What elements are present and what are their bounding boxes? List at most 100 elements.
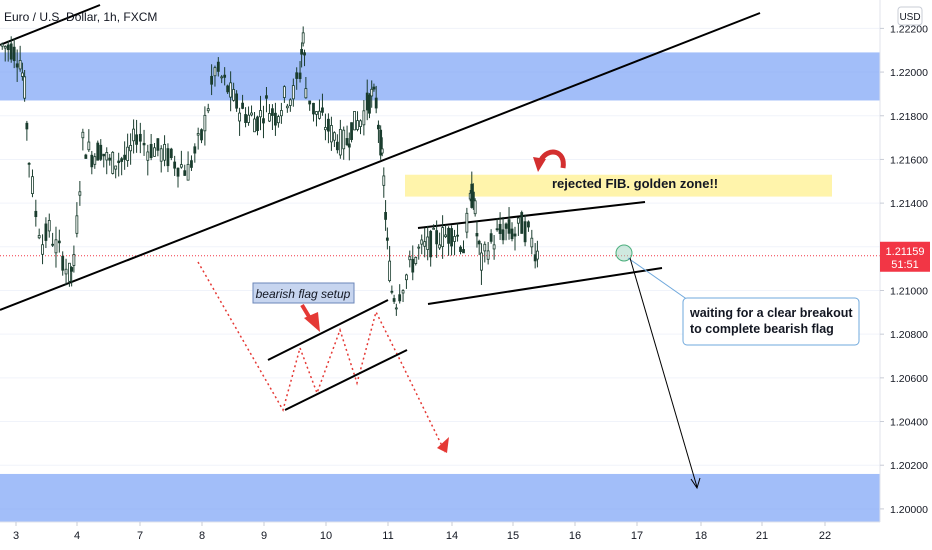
candle-body	[420, 239, 424, 245]
top-left-trendline	[0, 4, 101, 46]
candle-body	[72, 254, 76, 266]
candle-body	[533, 254, 537, 262]
candle-body	[120, 158, 124, 162]
candle-body	[271, 108, 274, 116]
candle-body	[388, 260, 392, 282]
candle-body	[444, 234, 447, 238]
price-tick-label: 1.20400	[890, 417, 928, 429]
time-tick-label: 22	[819, 530, 831, 542]
candle-body	[268, 113, 271, 122]
candle-body	[483, 243, 487, 252]
candle-body	[196, 133, 200, 136]
candle-body	[365, 92, 369, 111]
zones-layer	[0, 27, 880, 522]
bearish-flag-label-box	[252, 282, 355, 304]
price-tick-label: 1.20600	[890, 373, 928, 385]
bearish-flag-label: bearish flag setup	[256, 287, 351, 301]
time-tick-label: 9	[261, 530, 267, 542]
candle-body	[0, 43, 4, 47]
candle-body	[295, 72, 299, 79]
time-tick-label: 4	[74, 530, 80, 542]
candle-body	[84, 154, 88, 159]
price-tick-label: 1.20000	[890, 504, 928, 516]
candle-body	[31, 176, 34, 194]
currency-button[interactable]: USD	[897, 6, 923, 26]
callout-line-2: to complete bearish flag	[690, 322, 834, 336]
candle-body	[126, 146, 130, 161]
bar-countdown: 51:51	[891, 259, 919, 271]
candle-body	[99, 144, 103, 160]
candle-body	[423, 241, 427, 247]
candle-body	[190, 160, 193, 168]
candle-body	[300, 48, 304, 55]
candle-body	[291, 85, 295, 100]
candle-body	[516, 217, 520, 224]
candle-body	[411, 258, 415, 273]
candle-body	[356, 120, 359, 130]
time-tick-label: 11	[382, 530, 393, 542]
candle-body	[163, 143, 166, 161]
candle-body	[274, 112, 277, 126]
candle-body	[47, 220, 51, 232]
candle-body	[504, 223, 508, 229]
candle-body	[382, 175, 386, 186]
candle-body	[265, 95, 268, 99]
candle-body	[312, 102, 315, 115]
candle-body	[135, 134, 138, 145]
candle-body	[105, 152, 109, 161]
candle-body	[350, 122, 353, 140]
candle-body	[68, 262, 71, 282]
candle-body	[179, 164, 183, 168]
candle-body	[54, 239, 58, 254]
candle-body	[216, 61, 220, 72]
time-tick-label: 15	[507, 530, 519, 542]
candle-body	[259, 110, 262, 118]
candle-body	[441, 227, 445, 247]
time-tick-label: 3	[13, 530, 19, 542]
candle-body	[477, 240, 481, 245]
candle-body	[456, 234, 459, 237]
candle-body	[226, 85, 230, 93]
price-tick-label: 1.20200	[890, 460, 928, 472]
sketch-flag-lower-line	[284, 349, 408, 411]
candle-body	[379, 129, 383, 156]
candle-body	[210, 75, 214, 85]
candle-body	[61, 255, 65, 271]
current-price-value: 1.21159	[886, 246, 925, 258]
candle-body	[256, 116, 259, 132]
candle-body	[20, 72, 24, 77]
candle-body	[123, 154, 127, 160]
candle-body	[23, 76, 27, 99]
candle-body	[536, 250, 539, 260]
candle-body	[87, 141, 91, 151]
flag-upper-line	[417, 201, 646, 229]
candle-body	[9, 43, 13, 60]
golden-zone-label: rejected FIB. golden zone!!	[552, 176, 718, 191]
candle-body	[149, 143, 153, 158]
candle-body	[426, 236, 430, 250]
breakout-marker	[615, 244, 633, 262]
candle-body	[390, 290, 394, 293]
price-tick-label: 1.21000	[890, 285, 928, 297]
candle-body	[459, 246, 462, 252]
candle-body	[492, 244, 496, 250]
candle-body	[78, 191, 82, 196]
candle-body	[417, 246, 421, 249]
price-tick-label: 1.22000	[890, 67, 928, 79]
candle-body	[25, 122, 29, 130]
candle-body	[247, 114, 250, 123]
candle-body	[527, 221, 530, 228]
candle-body	[408, 256, 412, 261]
candle-body	[41, 244, 44, 255]
projection-line	[629, 257, 698, 488]
golden-zone-curved-arrowhead	[533, 157, 546, 172]
price-tick-label: 1.22200	[890, 23, 928, 35]
time-axis[interactable]: 3 4 7 8 9 10 11 14 15 16 17 18 21 22	[13, 522, 831, 542]
candle-body	[64, 268, 68, 275]
candle-body	[166, 148, 170, 167]
candle-body	[12, 46, 16, 62]
candle-body	[392, 298, 396, 302]
candle-body	[159, 148, 163, 162]
candle-body	[282, 86, 286, 98]
